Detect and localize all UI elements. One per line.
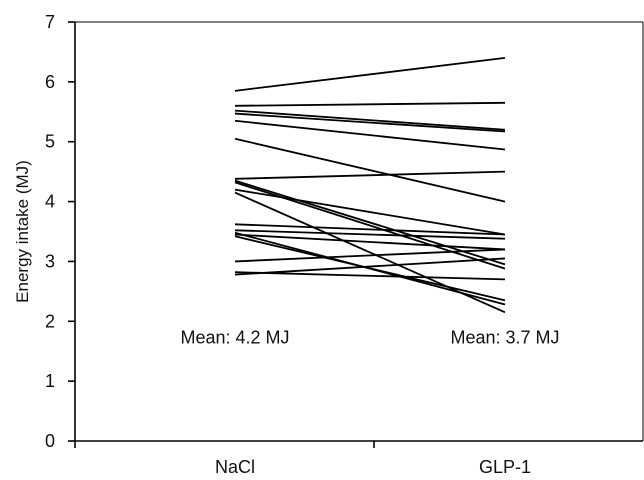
plot-frame	[75, 21, 644, 441]
x-category-label: GLP-1	[479, 457, 531, 477]
subject-line-1	[234, 57, 506, 92]
subject-line-15	[234, 233, 506, 251]
y-tick-label: 4	[45, 192, 55, 212]
x-axis: NaCl GLP-1	[74, 440, 643, 477]
y-tick-label: 5	[45, 132, 55, 152]
y-axis: 0 1 2 3 4 5 6 7	[45, 12, 76, 451]
subject-line-17	[234, 248, 506, 263]
y-tick-label: 7	[45, 12, 55, 32]
subject-line-4	[234, 112, 506, 133]
subject-line-6	[234, 137, 506, 203]
y-tick-label: 3	[45, 251, 55, 271]
subject-line-2	[234, 101, 506, 107]
subject-line-8	[234, 179, 506, 266]
x-category-label: NaCl	[215, 457, 255, 477]
series-lines	[234, 57, 506, 314]
subject-line-5	[234, 119, 506, 151]
subject-line-10	[234, 188, 506, 236]
annotations: Mean: 4.2 MJ Mean: 3.7 MJ	[180, 327, 559, 347]
y-tick-label: 2	[45, 311, 55, 331]
mean-annotation: Mean: 4.2 MJ	[180, 327, 289, 347]
y-tick-label: 0	[45, 431, 55, 451]
y-tick-label: 6	[45, 72, 55, 92]
subject-line-12	[234, 223, 506, 236]
mean-annotation: Mean: 3.7 MJ	[450, 327, 559, 347]
subject-line-3	[234, 109, 506, 131]
y-tick-label: 1	[45, 371, 55, 391]
subject-line-19	[234, 257, 506, 276]
subject-line-7	[234, 170, 506, 180]
subject-line-18	[234, 271, 506, 281]
y-axis-title: Energy intake (MJ)	[13, 160, 32, 303]
subject-line-16	[234, 235, 506, 302]
subject-line-13	[234, 229, 506, 240]
